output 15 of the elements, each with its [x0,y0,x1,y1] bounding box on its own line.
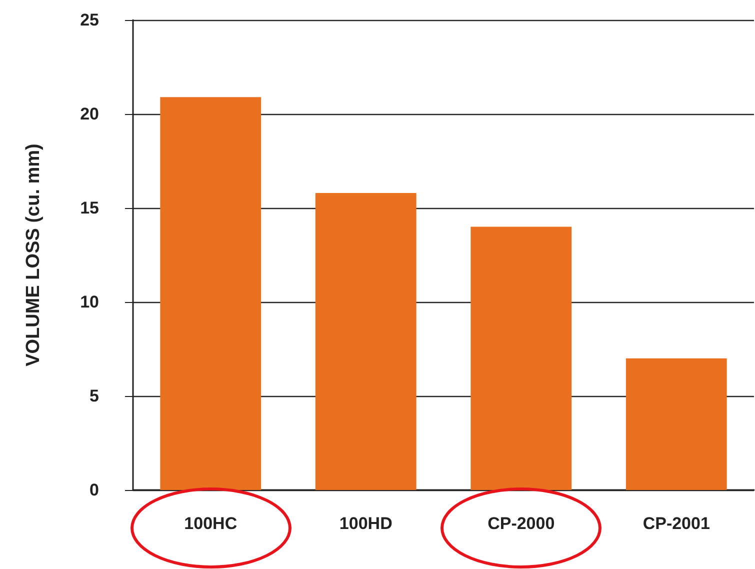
bar [626,358,727,490]
bar [470,226,572,490]
y-axis-title: VOLUME LOSS (cu. mm) [23,144,44,366]
y-tick-label: 5 [90,386,99,406]
y-tick-label: 15 [80,198,99,218]
x-tick-label: CP-2000 [488,514,555,533]
bar [160,97,262,490]
bar [315,192,416,490]
y-tick-label: 25 [80,10,99,30]
x-tick-label: CP-2001 [642,514,710,533]
y-tick-label: 20 [80,104,99,124]
y-tick-label: 0 [90,480,99,500]
x-tick-label: 100HD [339,514,392,533]
y-tick-label: 10 [80,292,99,312]
x-tick-label: 100HC [184,514,238,533]
